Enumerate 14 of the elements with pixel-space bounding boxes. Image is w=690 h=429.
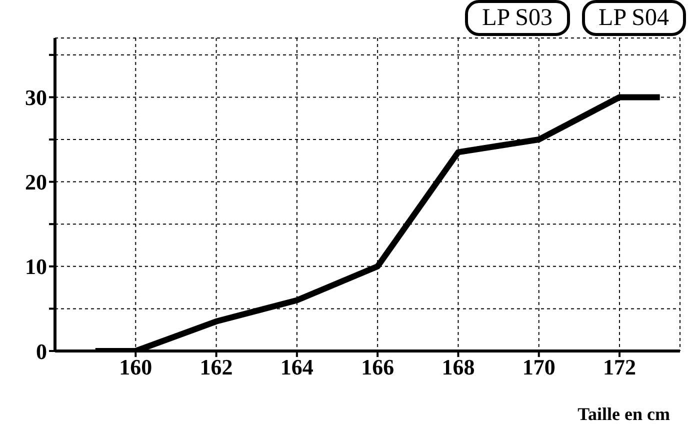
y-tick-label: 10 <box>25 254 47 280</box>
x-tick-label: 160 <box>119 354 152 380</box>
x-tick-label: 164 <box>280 354 314 380</box>
y-tick-label: 0 <box>36 338 47 364</box>
y-tick-label: 20 <box>25 170 47 195</box>
y-tick-label: 30 <box>25 85 47 110</box>
x-axis-title: Taille en cm <box>578 404 670 425</box>
x-tick-label: 172 <box>603 354 636 380</box>
x-tick-label: 166 <box>361 354 394 380</box>
x-tick-label: 170 <box>522 354 556 380</box>
x-tick-label: 168 <box>442 354 475 380</box>
x-tick-label: 162 <box>200 354 233 380</box>
text: LP S04 <box>582 0 686 36</box>
text: LP S03 <box>465 0 570 36</box>
